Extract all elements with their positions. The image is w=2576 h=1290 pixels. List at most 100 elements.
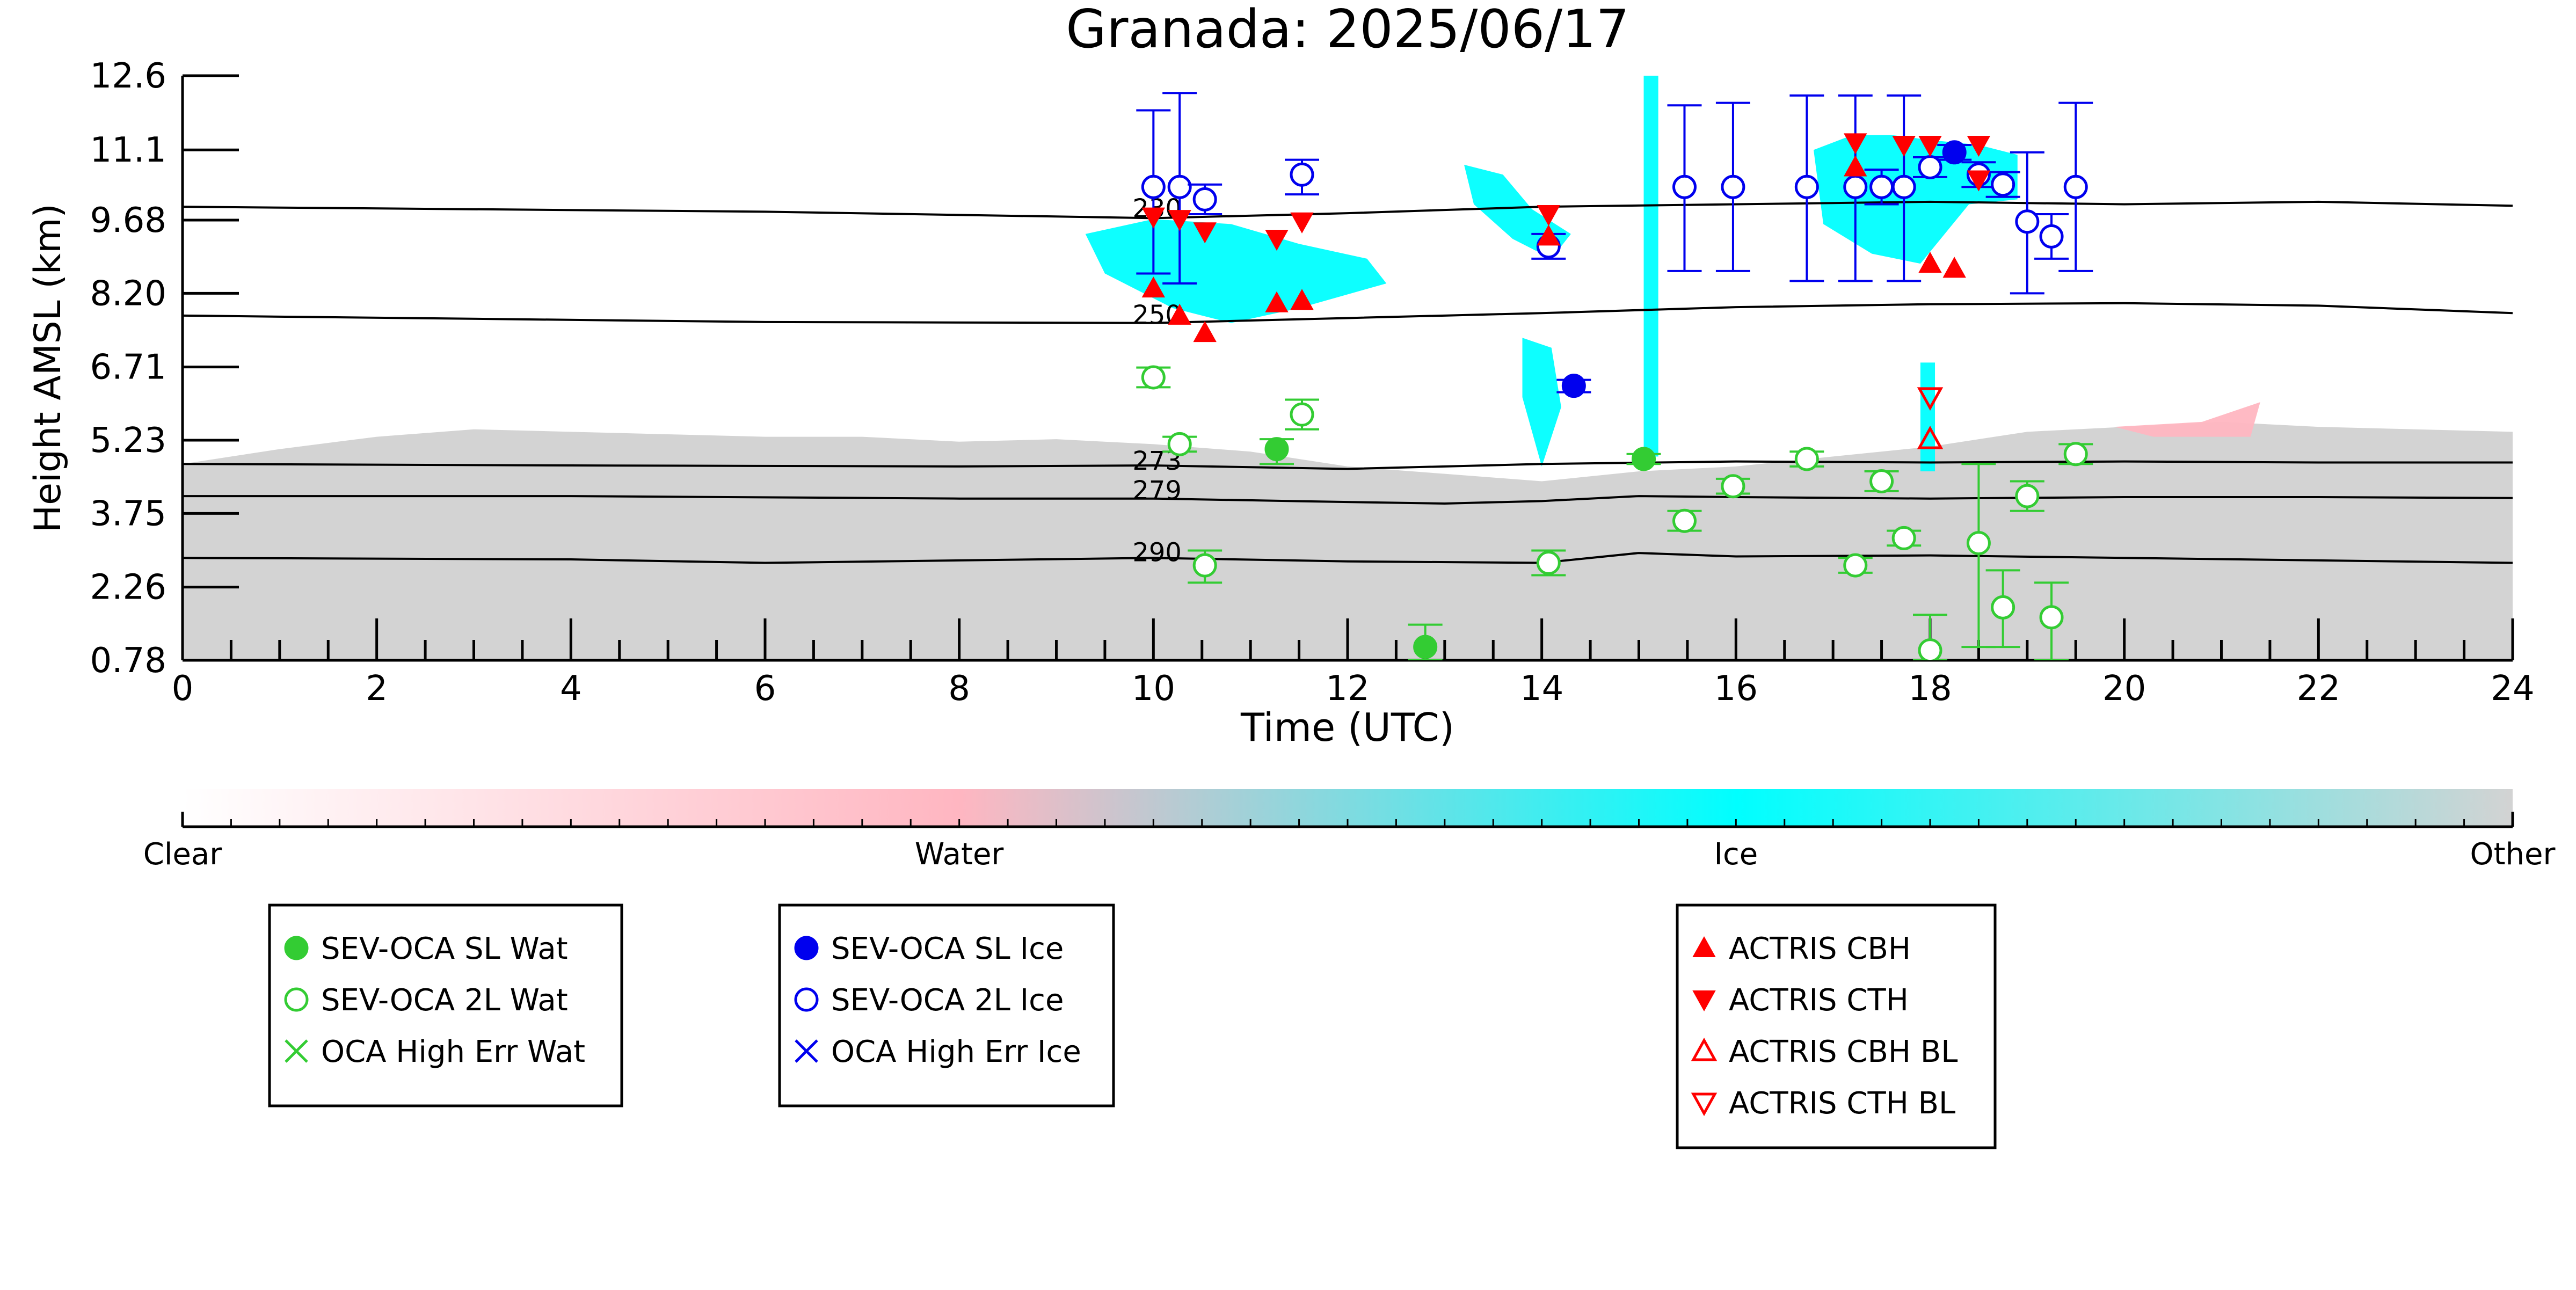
x-tick-label: 14	[1520, 669, 1563, 709]
data-point	[1193, 222, 1217, 244]
data-point	[1892, 135, 1916, 157]
data-point	[1843, 553, 1868, 578]
x-marker-stroke	[285, 1039, 308, 1063]
data-point	[1991, 172, 2015, 197]
legend-marker	[1691, 1037, 1718, 1061]
y-tick-label: 12.6	[90, 56, 167, 96]
legend-box-1: SEV-OCA SL Wat SEV-OCA 2L Wat OCA High Err…	[268, 903, 623, 1107]
legend-label: SEV-OCA SL Wat	[321, 931, 568, 966]
legend-box-2: SEV-OCA SL Ice SEV-OCA 2L Ice OCA High Err…	[778, 903, 1115, 1107]
data-point	[1918, 638, 1942, 660]
colorbar: Clear Water Ice Other	[143, 789, 2556, 872]
series-sev-oca-sl-ice	[1556, 140, 1972, 398]
legend-label: ACTRIS CTH	[1729, 983, 1909, 1018]
legend-frame	[1676, 903, 1997, 1149]
legend-marker	[1691, 1092, 1718, 1117]
legend-label: SEV-OCA SL Ice	[831, 931, 1064, 966]
data-point	[1537, 224, 1561, 246]
cloud-patch-ice	[1643, 76, 1658, 457]
data-point	[1672, 174, 1697, 199]
cloud-patch-water	[2114, 402, 2260, 437]
data-point	[1721, 474, 1745, 499]
colorbar-label: Clear	[143, 837, 222, 872]
colorbar-label: Water	[915, 837, 1005, 872]
data-point	[1290, 212, 1314, 234]
data-point	[1891, 174, 1916, 199]
data-point	[1869, 469, 1894, 493]
legend-entry: ACTRIS CBH	[1692, 931, 1911, 966]
legend-marker	[285, 1039, 308, 1063]
y-tick-label: 9.68	[90, 201, 167, 240]
legend-label: ACTRIS CTH BL	[1729, 1086, 1955, 1121]
legend-label: ACTRIS CBH BL	[1729, 1034, 1958, 1069]
x-tick-label: 20	[2102, 669, 2146, 709]
colorbar-label: Other	[2470, 837, 2556, 872]
data-point	[1168, 303, 1191, 325]
legend-marker	[795, 1039, 818, 1063]
data-points	[1136, 92, 2093, 660]
data-point	[1290, 162, 1314, 187]
colorbar-label: Ice	[1714, 837, 1758, 872]
data-point	[1265, 291, 1289, 312]
data-point	[1869, 174, 1894, 199]
data-point	[1632, 447, 1656, 471]
data-point	[1167, 432, 1192, 456]
data-point	[1413, 635, 1438, 659]
legend-entry: OCA High Err Ice	[795, 1034, 1081, 1069]
series-actris-cth	[1141, 133, 1991, 251]
data-point	[1918, 135, 1942, 157]
data-point	[1721, 174, 1745, 199]
data-point	[1167, 174, 1192, 199]
data-point	[1966, 531, 1991, 556]
data-point	[1537, 205, 1561, 227]
data-point	[2039, 224, 2064, 249]
cloud-patch-ice	[1920, 362, 1935, 472]
x-tick-label: 22	[2297, 669, 2340, 709]
data-point	[1942, 140, 1967, 165]
data-point	[1917, 387, 1944, 411]
x-tick-label: 10	[1132, 669, 1175, 709]
data-point	[1193, 321, 1217, 342]
isotherm-label: 290	[1132, 537, 1182, 567]
y-axis-label: Height AMSL (km)	[27, 203, 69, 533]
legend-marker	[1692, 936, 1716, 957]
x-tick-label: 24	[2491, 669, 2534, 709]
legend-label: OCA High Err Wat	[321, 1034, 585, 1069]
y-tick-label: 6.71	[90, 348, 167, 388]
data-point	[1942, 257, 1966, 278]
legend-entry: SEV-OCA 2L Wat	[284, 983, 568, 1018]
x-tick-label: 2	[366, 669, 388, 709]
data-point	[1290, 402, 1314, 427]
data-point	[1844, 133, 1867, 155]
legend-entry: SEV-OCA 2L Ice	[794, 983, 1064, 1018]
legend-label: ACTRIS CBH	[1729, 931, 1911, 966]
data-point	[2063, 174, 2088, 199]
series-actris-cbh-bl	[1917, 426, 1944, 449]
legend-entry: SEV-OCA SL Wat	[284, 931, 568, 966]
series-sev-oca-2l-wat	[1136, 365, 2093, 660]
data-point	[1918, 155, 1942, 179]
y-tick-label: 11.1	[90, 130, 167, 170]
legend-entry: ACTRIS CBH BL	[1691, 1034, 1958, 1069]
data-point	[1844, 155, 1867, 177]
data-point	[2015, 484, 2040, 508]
legend-entry: ACTRIS CTH BL	[1691, 1086, 1955, 1121]
data-point	[1917, 426, 1944, 449]
legend-label: SEV-OCA 2L Ice	[831, 983, 1064, 1018]
legend-marker	[794, 936, 819, 960]
x-tick-label: 12	[1326, 669, 1369, 709]
isotherm-line-230	[183, 200, 2513, 220]
x-tick-label: 4	[560, 669, 582, 709]
x-axis-label: Time (UTC)	[1240, 705, 1454, 750]
data-point	[1967, 170, 1991, 192]
legend-marker	[284, 987, 309, 1012]
series-sev-oca-2l-ice	[1136, 92, 2093, 295]
y-tick-label: 8.20	[90, 274, 167, 314]
isotherm-line-250	[183, 302, 2513, 324]
legend-frame	[268, 903, 623, 1107]
data-point	[2063, 442, 2088, 467]
data-point	[1168, 210, 1191, 231]
data-point	[1991, 595, 2015, 620]
